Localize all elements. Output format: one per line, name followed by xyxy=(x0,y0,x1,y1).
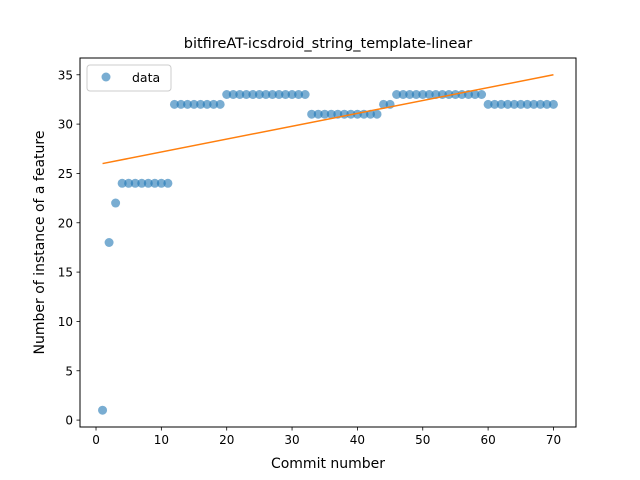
data-point xyxy=(405,90,415,100)
data-point xyxy=(300,90,310,100)
x-axis-label: Commit number xyxy=(271,456,385,472)
x-tick-label: 40 xyxy=(350,433,365,447)
y-tick-label: 0 xyxy=(65,414,73,428)
data-point xyxy=(509,99,519,109)
data-point xyxy=(130,178,140,188)
data-point xyxy=(529,99,539,109)
data-point xyxy=(182,99,192,109)
x-tick-label: 10 xyxy=(154,433,169,447)
data-point xyxy=(313,109,323,119)
data-point xyxy=(117,178,127,188)
x-tick-label: 50 xyxy=(415,433,430,447)
data-point xyxy=(548,99,558,109)
y-tick-label: 30 xyxy=(58,118,73,132)
legend-label: data xyxy=(132,70,160,85)
data-point xyxy=(163,178,173,188)
x-tick-label: 60 xyxy=(480,433,495,447)
data-point xyxy=(169,99,179,109)
data-point xyxy=(104,238,114,247)
data-point xyxy=(124,178,134,188)
plot-area xyxy=(98,74,558,415)
data-point xyxy=(248,90,258,100)
data-point xyxy=(254,90,264,100)
data-point xyxy=(307,109,317,119)
legend-marker xyxy=(101,72,111,82)
data-point xyxy=(281,90,291,100)
data-point xyxy=(215,99,225,109)
data-point xyxy=(522,99,532,109)
data-point xyxy=(222,90,232,100)
x-tick-label: 30 xyxy=(284,433,299,447)
data-point xyxy=(490,99,500,109)
y-tick-label: 10 xyxy=(58,315,73,329)
data-point xyxy=(503,99,513,109)
data-point xyxy=(287,90,297,100)
data-point xyxy=(535,99,545,109)
data-point xyxy=(150,178,160,188)
x-axis: 0 10 20 30 40 50 60 70 xyxy=(92,427,561,447)
data-point xyxy=(137,178,147,188)
data-point xyxy=(274,90,284,100)
data-point xyxy=(261,90,271,100)
data-point xyxy=(294,90,304,100)
chart-title: bitfireAT-icsdroid_string_template-linea… xyxy=(184,36,473,52)
data-point xyxy=(98,405,108,415)
data-point xyxy=(267,90,277,100)
data-point xyxy=(411,90,421,100)
x-tick-label: 70 xyxy=(546,433,561,447)
y-tick-label: 5 xyxy=(65,364,73,378)
data-point xyxy=(209,99,219,109)
data-point xyxy=(424,90,434,100)
data-point xyxy=(418,90,428,100)
data-point xyxy=(143,178,153,188)
fit-line xyxy=(102,74,554,165)
data-point xyxy=(470,90,480,100)
data-point xyxy=(372,109,382,119)
data-point xyxy=(235,90,245,100)
data-point xyxy=(228,90,238,100)
data-point xyxy=(392,90,402,100)
data-point xyxy=(496,99,506,109)
legend-box xyxy=(86,64,172,92)
y-tick-label: 35 xyxy=(58,68,73,82)
y-tick-label: 25 xyxy=(58,167,73,181)
y-axis-label: Number of instance of a feature xyxy=(32,131,48,355)
data-point xyxy=(483,99,493,109)
data-point xyxy=(326,109,336,119)
data-point xyxy=(111,198,121,208)
y-tick-label: 15 xyxy=(58,266,73,280)
plot-frame xyxy=(79,57,577,428)
data-point xyxy=(320,109,330,119)
data-point xyxy=(352,109,362,119)
data-point xyxy=(189,99,199,109)
legend: data xyxy=(86,64,172,92)
data-point xyxy=(241,90,251,100)
data-point xyxy=(176,99,186,109)
y-axis: 0 5 10 15 20 25 30 35 xyxy=(58,68,80,428)
x-tick-label: 20 xyxy=(219,433,234,447)
y-tick-label: 20 xyxy=(58,216,73,230)
data-point xyxy=(444,90,454,100)
data-point xyxy=(542,99,552,109)
data-point xyxy=(196,99,206,109)
data-point xyxy=(156,178,166,188)
data-point xyxy=(202,99,212,109)
data-point xyxy=(379,99,389,109)
data-point xyxy=(398,90,408,100)
x-tick-label: 0 xyxy=(92,433,100,447)
data-point xyxy=(477,90,487,100)
data-point xyxy=(516,99,526,109)
